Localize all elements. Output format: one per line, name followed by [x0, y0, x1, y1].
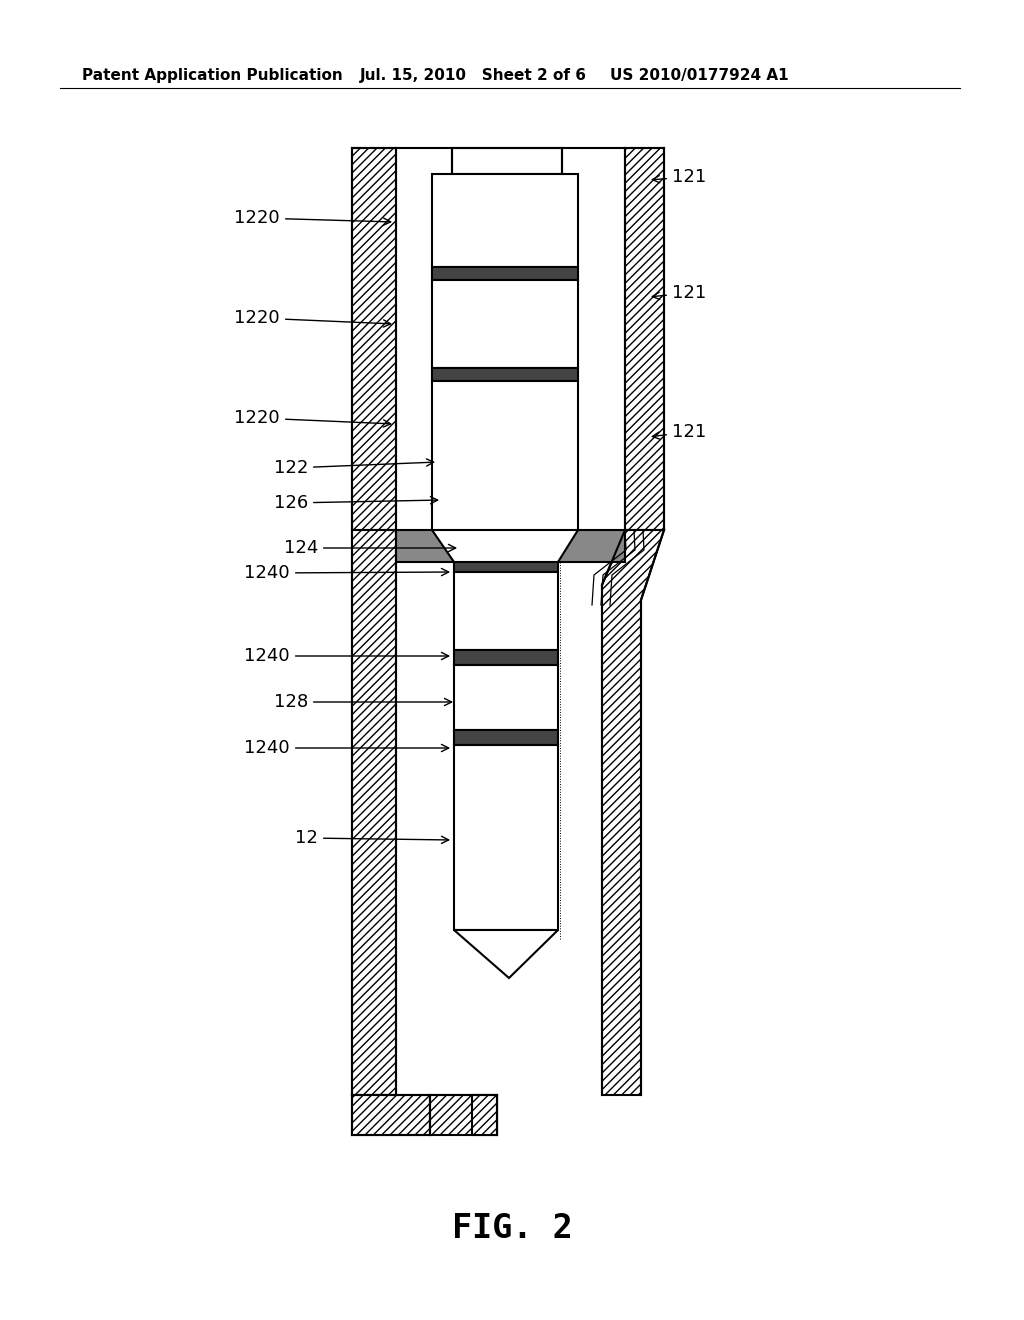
Polygon shape [454, 931, 558, 978]
Text: 1240: 1240 [245, 647, 449, 665]
Bar [430, 1096, 497, 1135]
Bar [352, 1096, 430, 1135]
Bar [432, 174, 578, 267]
Bar [454, 562, 558, 572]
Text: Jul. 15, 2010   Sheet 2 of 6: Jul. 15, 2010 Sheet 2 of 6 [360, 69, 587, 83]
Bar [432, 368, 578, 381]
Polygon shape [558, 531, 625, 562]
Text: 122: 122 [273, 459, 434, 477]
Text: 124: 124 [284, 539, 456, 557]
Bar [454, 665, 558, 730]
Bar [396, 148, 625, 531]
Bar [432, 381, 578, 531]
Text: 1220: 1220 [234, 409, 391, 428]
Text: 121: 121 [652, 168, 707, 186]
Text: FIG. 2: FIG. 2 [452, 1212, 572, 1245]
Text: 1220: 1220 [234, 209, 391, 227]
Bar [454, 744, 558, 931]
Bar [432, 280, 578, 368]
Bar [454, 572, 558, 649]
Text: 121: 121 [652, 422, 707, 441]
Text: 121: 121 [652, 284, 707, 302]
Bar [452, 148, 562, 174]
Bar [432, 267, 578, 280]
Bar [396, 531, 602, 1096]
Text: 1240: 1240 [245, 739, 449, 756]
Bar [625, 148, 664, 531]
Text: US 2010/0177924 A1: US 2010/0177924 A1 [610, 69, 788, 83]
Bar [352, 531, 396, 1096]
Polygon shape [396, 531, 454, 562]
Text: 1220: 1220 [234, 309, 391, 327]
Text: 126: 126 [273, 494, 437, 512]
Text: Patent Application Publication: Patent Application Publication [82, 69, 343, 83]
Bar [352, 148, 396, 531]
Polygon shape [602, 531, 664, 1096]
Text: 128: 128 [273, 693, 452, 711]
Text: 1240: 1240 [245, 564, 449, 582]
Bar [472, 1096, 497, 1135]
Bar [454, 730, 558, 744]
Text: 12: 12 [295, 829, 449, 847]
Bar [454, 649, 558, 665]
